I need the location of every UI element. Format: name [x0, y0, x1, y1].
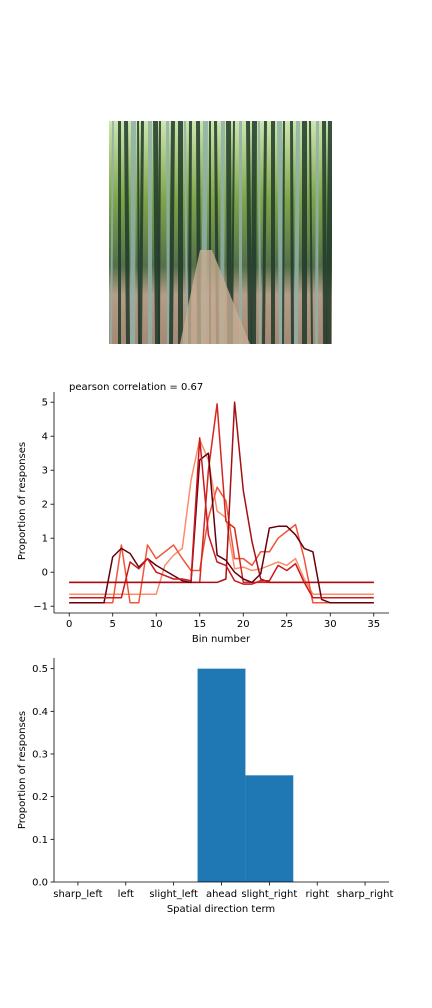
series-line — [69, 437, 374, 599]
x-tick-label: 30 — [324, 619, 337, 630]
bamboo-stalk — [158, 121, 161, 344]
series-line — [69, 438, 374, 596]
bamboo-stalk — [139, 121, 144, 344]
y-tick-label: 0.0 — [32, 878, 48, 889]
bamboo-stalk — [326, 121, 332, 344]
y-tick-label: 5 — [42, 398, 48, 409]
y-tick-label: 0 — [42, 568, 48, 579]
x-tick-label: slight_left — [149, 889, 198, 900]
y-axis-label: Proportion of responses — [17, 711, 28, 829]
y-tick-label: 4 — [42, 432, 48, 443]
bamboo-stalk — [294, 121, 300, 344]
bar-slight_right — [245, 775, 294, 882]
bamboo-stalk — [322, 121, 327, 344]
bamboo-stalk — [258, 121, 261, 344]
line-chart: pearson correlation = 0.67 0 5 10 15 20 25 30 3… — [17, 382, 389, 645]
y-tick-label: 2 — [42, 500, 48, 511]
bamboo-stalk — [231, 121, 235, 344]
y-tick-label: −1 — [33, 602, 48, 613]
x-tick-label: 25 — [280, 619, 293, 630]
x-tick-label: right — [305, 889, 329, 900]
bamboo-photo — [109, 121, 332, 344]
bamboo-stalk — [184, 121, 188, 344]
bamboo-stalk — [110, 121, 114, 344]
x-tick-label: 15 — [193, 619, 206, 630]
bamboo-stalk — [118, 121, 121, 344]
bamboo-stalk — [246, 121, 252, 344]
series-line — [69, 452, 374, 604]
x-axis-label: Spatial direction term — [167, 904, 275, 915]
bamboo-stalk — [188, 121, 192, 344]
bamboo-stalk — [262, 121, 267, 344]
bamboo-stalk — [148, 121, 152, 344]
series-line — [69, 401, 374, 584]
bamboo-stalk — [169, 121, 175, 344]
x-tick-label: 35 — [367, 619, 380, 630]
x-tick-label: 5 — [110, 619, 116, 630]
bamboo-stalk — [137, 121, 140, 344]
bar-chart: sharp_left left slight_left ahead slight_rig… — [17, 658, 393, 915]
bamboo-stalk — [251, 121, 257, 344]
bamboo-stalk — [124, 121, 130, 344]
y-tick-label: 0.4 — [32, 707, 48, 718]
x-axis-label: Bin number — [192, 634, 251, 645]
line-series-group — [69, 401, 374, 604]
x-tick-label: 20 — [237, 619, 250, 630]
y-tick-label: 0.2 — [32, 792, 48, 803]
bamboo-stalk — [290, 121, 294, 344]
bamboo-stalk — [178, 121, 183, 344]
y-tick-label: 0.3 — [32, 750, 48, 761]
bamboo-stalk — [315, 121, 319, 344]
x-tick-label: slight_right — [241, 889, 297, 900]
bar-marks — [197, 668, 294, 882]
series-line — [69, 486, 374, 604]
x-tick-label: sharp_right — [337, 889, 394, 900]
y-tick-label: 1 — [42, 534, 48, 545]
y-tick-label: 0.5 — [32, 664, 48, 675]
bamboo-stalk — [271, 121, 275, 344]
bamboo-stalk — [282, 121, 285, 344]
bar-axes: sharp_left left slight_left ahead slight_rig… — [32, 658, 393, 900]
chart-annotation: pearson correlation = 0.67 — [69, 382, 203, 393]
x-tick-label: 10 — [150, 619, 163, 630]
bamboo-stalk — [302, 121, 307, 344]
bamboo-stalk — [166, 121, 170, 344]
bar-ahead — [197, 668, 246, 882]
y-tick-label: 0.1 — [32, 835, 48, 846]
bamboo-stalks — [110, 121, 332, 344]
bamboo-stalk — [309, 121, 313, 344]
y-tick-label: 3 — [42, 466, 48, 477]
bamboo-stalk — [239, 121, 242, 344]
x-tick-label: sharp_left — [53, 889, 102, 900]
x-tick-label: 0 — [66, 619, 72, 630]
y-axis-label: Proportion of responses — [17, 442, 28, 560]
x-tick-label: left — [118, 889, 134, 900]
line-axes: 0 5 10 15 20 25 30 35 −1 0 1 2 3 4 5 — [33, 392, 389, 630]
x-tick-label: ahead — [206, 889, 237, 900]
bamboo-stalk — [226, 121, 232, 344]
path-ground — [180, 250, 250, 344]
bamboo-stalk — [130, 121, 136, 344]
